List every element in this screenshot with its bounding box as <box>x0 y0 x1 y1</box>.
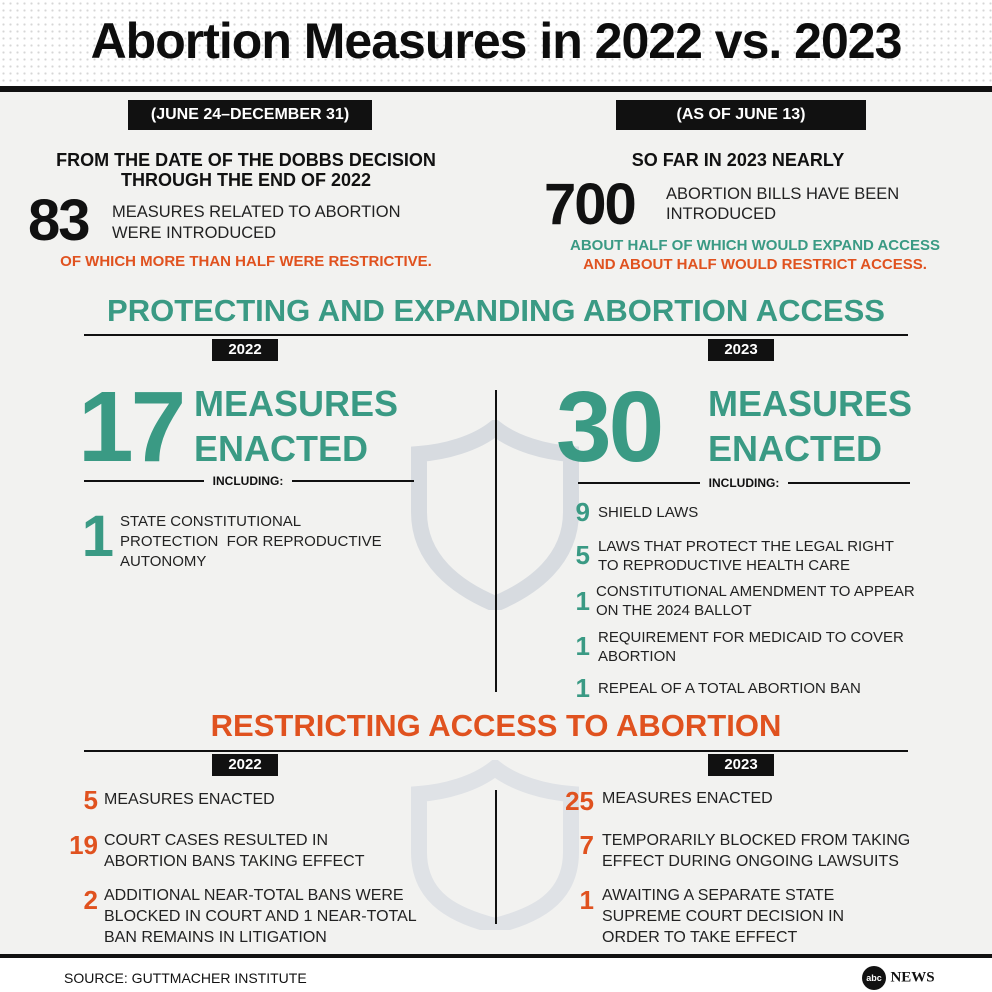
protect-item-2023-4-num: 1 <box>575 631 590 661</box>
restrict-divider <box>495 790 497 924</box>
protect-item-2023-3-line2: ON THE 2024 BALLOT <box>596 602 752 619</box>
source-credit: SOURCE: GUTTMACHER INSTITUTE <box>64 970 307 986</box>
page-title: Abortion Measures in 2022 vs. 2023 <box>90 13 903 69</box>
lead-2023: SO FAR IN 2023 NEARLY <box>631 150 845 170</box>
restrict-2023-3-num: 1 <box>579 885 594 915</box>
count-text-2022-line1: MEASURES RELATED TO ABORTION <box>112 203 401 221</box>
protect-item-2023-4-line1: REQUIREMENT FOR MEDICAID TO COVER <box>598 629 904 646</box>
restrict-2023-2-line2: EFFECT DURING ONGOING LAWSUITS <box>602 853 899 870</box>
protect-item-2023-4-line2: ABORTION <box>598 648 677 665</box>
restrict-2022-3-line1: ADDITIONAL NEAR-TOTAL BANS WERE <box>104 887 404 904</box>
date-range-2022: (JUNE 24–DECEMBER 31) <box>128 100 372 130</box>
protect-enacted-word-2022: ENACTED <box>194 428 369 469</box>
restrict-2022-1-line1: MEASURES ENACTED <box>104 791 275 808</box>
restrict-2022-2-line2: ABORTION BANS TAKING EFFECT <box>104 853 365 870</box>
lead-2022-line2: THROUGH THE END OF 2022 <box>120 170 372 190</box>
protect-item-2023-3-line1: CONSTITUTIONAL AMENDMENT TO APPEAR <box>596 583 915 600</box>
restrict-2022-3-num: 2 <box>83 885 98 915</box>
restrict-rule <box>84 750 908 752</box>
abc-news-logo: abc NEWS <box>862 966 935 990</box>
protect-item-2023-5-line1: REPEAL OF A TOTAL ABORTION BAN <box>598 680 861 697</box>
restrict-2023-3-line3: ORDER TO TAKE EFFECT <box>602 929 798 946</box>
protect-item-2023-5-num: 1 <box>575 673 590 703</box>
restrict-year-2023: 2023 <box>708 754 774 776</box>
restrict-2023-3-line1: AWAITING A SEPARATE STATE <box>602 887 835 904</box>
restrict-2023-2-num: 7 <box>579 830 594 860</box>
protect-enacted-2022: 17 <box>78 371 186 483</box>
restrict-2023-1-line1: MEASURES ENACTED <box>602 790 773 807</box>
footer-band <box>0 958 992 992</box>
protect-rule <box>84 334 908 336</box>
count-text-2023-line1: ABORTION BILLS HAVE BEEN <box>666 185 900 203</box>
restrict-year-2022: 2022 <box>212 754 278 776</box>
including-label-2022: INCLUDING: <box>204 474 292 488</box>
date-range-2023: (AS OF JUNE 13) <box>616 100 866 130</box>
including-label-2023: INCLUDING: <box>700 476 788 490</box>
restrict-2022-3-line3: BAN REMAINS IN LITIGATION <box>104 929 327 946</box>
protect-enacted-2023: 30 <box>556 371 664 483</box>
protect-year-2023: 2023 <box>708 339 774 361</box>
protect-item-2023-2-line1: LAWS THAT PROTECT THE LEGAL RIGHT <box>598 538 894 555</box>
shield-watermark-lower-icon <box>411 760 579 930</box>
protect-measures-word-2023: MEASURES <box>708 383 913 424</box>
abc-logo-icon: abc <box>862 966 886 990</box>
protect-item-2023-1-line1: SHIELD LAWS <box>598 504 699 521</box>
note-2023-line1: ABOUT HALF OF WHICH WOULD EXPAND ACCESS <box>570 237 940 254</box>
title-band <box>0 0 992 88</box>
note-2023-line2: AND ABOUT HALF WOULD RESTRICT ACCESS. <box>583 256 927 273</box>
protect-item-2022-line3: AUTONOMY <box>120 553 207 570</box>
protect-item-2023-2-line2: TO REPRODUCTIVE HEALTH CARE <box>598 557 850 574</box>
restrict-2022-1-num: 5 <box>83 785 98 815</box>
restrict-2022-3-line2: BLOCKED IN COURT AND 1 NEAR-TOTAL <box>104 908 417 925</box>
title-rule <box>0 86 992 92</box>
protect-enacted-word-2023: ENACTED <box>708 428 883 469</box>
bills-count-2023: 700 <box>544 172 637 237</box>
news-wordmark: NEWS <box>890 969 935 986</box>
restrict-2023-1-num: 25 <box>565 786 594 816</box>
restrict-2022-2-num: 19 <box>69 830 98 860</box>
protect-divider <box>495 390 497 692</box>
protect-measures-word-2022: MEASURES <box>194 383 399 424</box>
count-text-2022-line2: WERE INTRODUCED <box>112 224 277 242</box>
lead-2022-line1: FROM THE DATE OF THE DOBBS DECISION <box>56 150 436 170</box>
protect-item-2022-num: 1 <box>81 504 114 569</box>
restrict-2023-2-line1: TEMPORARILY BLOCKED FROM TAKING <box>602 832 911 849</box>
protect-year-2022: 2022 <box>212 339 278 361</box>
protect-item-2022-line1: STATE CONSTITUTIONAL <box>120 513 302 530</box>
restrict-section-title: RESTRICTING ACCESS TO ABORTION <box>210 708 782 743</box>
footer-rule <box>0 954 992 960</box>
protect-section-title: PROTECTING AND EXPANDING ABORTION ACCESS <box>107 293 885 328</box>
protect-item-2023-2-num: 5 <box>575 540 590 570</box>
protect-item-2023-1-num: 9 <box>575 497 590 527</box>
protect-item-2022-line2: PROTECTION FOR REPRODUCTIVE <box>120 533 382 550</box>
note-2022: OF WHICH MORE THAN HALF WERE RESTRICTIVE… <box>60 253 432 270</box>
measures-count-2022: 83 <box>28 188 90 253</box>
restrict-2023-3-line2: SUPREME COURT DECISION IN <box>602 908 845 925</box>
count-text-2023-line2: INTRODUCED <box>666 205 776 223</box>
restrict-2022-2-line1: COURT CASES RESULTED IN <box>104 832 329 849</box>
protect-item-2023-3-num: 1 <box>575 586 590 616</box>
